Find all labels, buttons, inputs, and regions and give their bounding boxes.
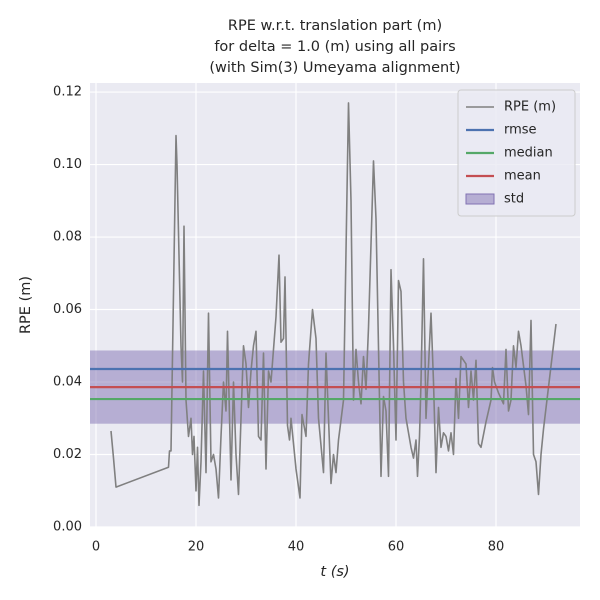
legend-label: std <box>504 192 524 207</box>
legend-swatch <box>465 193 495 205</box>
chart-title: (with Sim(3) Umeyama alignment) <box>209 60 460 76</box>
x-tick-label: 60 <box>388 540 405 555</box>
y-tick-label: 0.10 <box>53 157 82 172</box>
y-tick-label: 0.12 <box>53 85 82 100</box>
x-tick-label: 80 <box>488 540 505 555</box>
x-tick-label: 20 <box>188 540 205 555</box>
y-tick-label: 0.00 <box>53 520 82 535</box>
chart-title: RPE w.r.t. translation part (m) <box>228 18 442 34</box>
legend-label: RPE (m) <box>504 100 556 115</box>
x-tick-label: 0 <box>92 540 100 555</box>
y-axis-label: RPE (m) <box>18 276 34 334</box>
y-tick-label: 0.02 <box>53 447 82 462</box>
legend-label: rmse <box>504 123 537 138</box>
legend-label: median <box>504 146 553 161</box>
y-tick-label: 0.06 <box>53 302 82 317</box>
x-tick-label: 40 <box>288 540 305 555</box>
y-tick-label: 0.08 <box>53 230 82 245</box>
legend-label: mean <box>504 169 541 184</box>
legend-box <box>457 89 576 217</box>
chart-title: for delta = 1.0 (m) using all pairs <box>214 39 455 55</box>
x-axis-label: t (s) <box>320 564 349 580</box>
rpe-line <box>110 102 557 507</box>
y-tick-label: 0.04 <box>53 375 82 390</box>
